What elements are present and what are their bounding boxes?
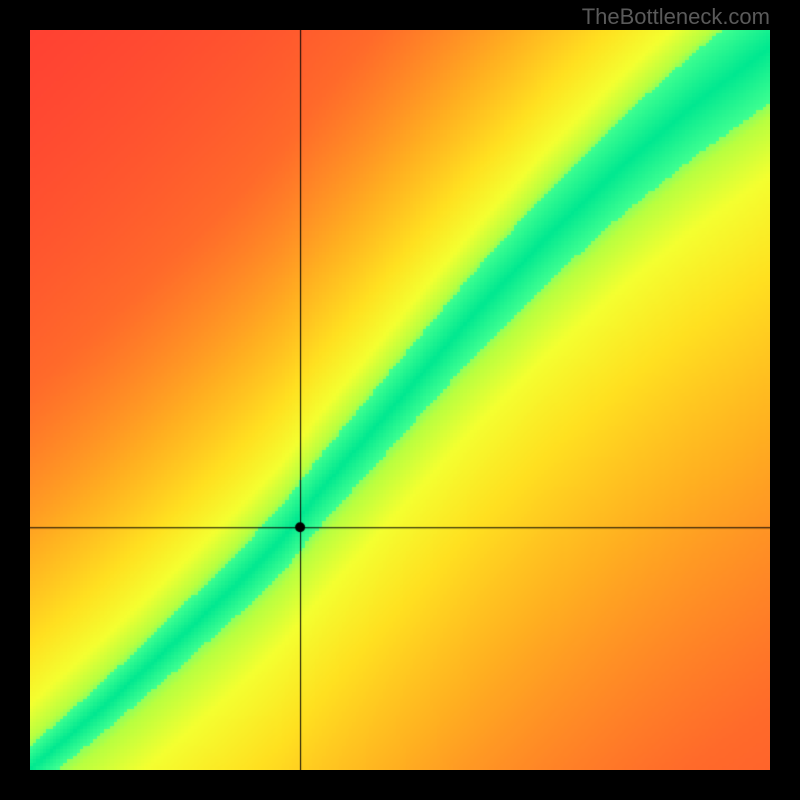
chart-container: TheBottleneck.com xyxy=(0,0,800,800)
bottleneck-heatmap xyxy=(30,30,770,770)
watermark-text: TheBottleneck.com xyxy=(582,4,770,30)
